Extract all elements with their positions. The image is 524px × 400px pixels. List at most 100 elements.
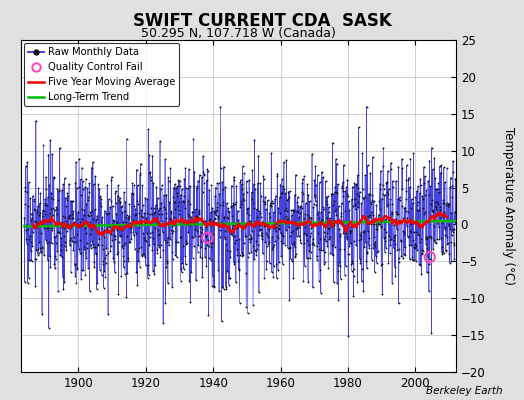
Point <box>388 279 396 286</box>
Point <box>267 202 275 209</box>
Point <box>246 218 254 224</box>
Point <box>352 242 361 248</box>
Point <box>61 194 70 201</box>
Point <box>268 269 276 275</box>
Point <box>58 187 66 193</box>
Point <box>94 181 102 188</box>
Point <box>214 213 223 220</box>
Point <box>160 206 169 212</box>
Point <box>321 259 329 265</box>
Point <box>263 243 271 250</box>
Point <box>305 214 314 221</box>
Point <box>353 191 361 197</box>
Point <box>274 266 282 273</box>
Point <box>212 207 221 214</box>
Point <box>232 199 241 206</box>
Point <box>161 300 170 306</box>
Point <box>73 215 82 222</box>
Point <box>276 194 284 201</box>
Point <box>124 258 133 264</box>
Point <box>356 260 365 266</box>
Point <box>319 206 328 213</box>
Point <box>336 231 344 237</box>
Point <box>348 183 357 190</box>
Point <box>337 210 345 216</box>
Point <box>276 182 285 188</box>
Point <box>393 219 401 225</box>
Point <box>147 205 156 211</box>
Point <box>110 232 118 238</box>
Point <box>124 215 132 221</box>
Point <box>429 209 438 216</box>
Point <box>438 244 446 250</box>
Point <box>352 206 360 213</box>
Point <box>407 205 415 211</box>
Point <box>313 243 322 250</box>
Point <box>162 264 170 270</box>
Point <box>419 211 428 218</box>
Point <box>257 192 265 199</box>
Point <box>304 191 313 198</box>
Point <box>187 269 195 276</box>
Point <box>408 256 417 262</box>
Point <box>401 252 409 258</box>
Point <box>122 214 130 220</box>
Point <box>233 251 242 258</box>
Point <box>185 278 193 284</box>
Point <box>431 203 439 210</box>
Point <box>30 198 38 204</box>
Point <box>413 202 422 208</box>
Point <box>430 223 438 229</box>
Point <box>111 233 119 239</box>
Point <box>336 276 345 282</box>
Point <box>340 246 348 252</box>
Point <box>35 212 43 219</box>
Point <box>37 218 46 224</box>
Point <box>175 199 183 206</box>
Point <box>410 241 419 247</box>
Point <box>271 237 279 244</box>
Point <box>238 163 247 170</box>
Point <box>167 208 176 214</box>
Point <box>190 168 199 175</box>
Point <box>117 204 125 210</box>
Point <box>313 252 321 259</box>
Point <box>337 218 346 224</box>
Point <box>264 221 272 227</box>
Point <box>90 259 98 265</box>
Point <box>134 201 142 208</box>
Point <box>220 214 228 220</box>
Point <box>82 201 91 207</box>
Point <box>51 265 59 271</box>
Point <box>411 229 420 235</box>
Point <box>165 178 173 184</box>
Point <box>152 205 161 211</box>
Point <box>215 190 224 197</box>
Point <box>439 196 447 203</box>
Point <box>167 226 175 233</box>
Point <box>199 153 207 159</box>
Point <box>443 240 452 246</box>
Point <box>399 227 408 234</box>
Point <box>53 248 61 254</box>
Point <box>439 250 447 256</box>
Point <box>307 248 315 255</box>
Point <box>75 184 84 190</box>
Point <box>270 224 279 231</box>
Point <box>388 208 396 215</box>
Point <box>394 196 402 202</box>
Point <box>173 239 182 246</box>
Point <box>179 264 188 270</box>
Point <box>219 186 227 192</box>
Point <box>156 186 165 192</box>
Point <box>31 118 40 124</box>
Point <box>108 202 117 209</box>
Point <box>134 248 143 254</box>
Point <box>335 225 343 232</box>
Point <box>137 207 146 213</box>
Point <box>262 266 270 272</box>
Point <box>350 238 358 244</box>
Point <box>266 260 274 266</box>
Point <box>430 237 438 244</box>
Point <box>446 184 454 190</box>
